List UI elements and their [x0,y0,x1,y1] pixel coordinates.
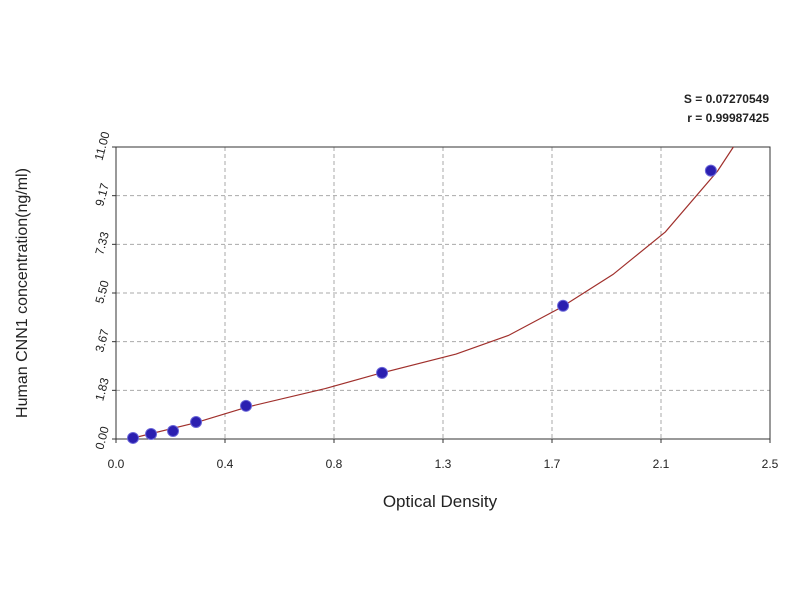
x-axis-label: Optical Density [383,492,498,511]
x-tick-label: 2.5 [762,457,779,471]
data-point [704,164,717,177]
x-tick-label: 2.1 [653,457,670,471]
fit-curve [128,146,734,440]
annotation: S = 0.07270549 [684,92,769,106]
y-tick-label: 1.83 [92,376,112,402]
data-point [557,299,570,312]
data-point [167,425,180,438]
data-point [240,399,253,412]
data-point [127,431,140,444]
plot-frame [115,146,771,440]
y-tick-label: 0.00 [92,425,112,451]
data-point [190,416,203,429]
x-tick-label: 0.0 [108,457,125,471]
y-tick-label: 5.50 [92,279,112,305]
y-tick-label: 9.17 [92,181,112,207]
y-tick-label: 3.67 [92,327,112,353]
x-tick-label: 1.3 [435,457,452,471]
x-tick-label: 1.7 [544,457,561,471]
x-tick-label: 0.4 [217,457,234,471]
annotation: r = 0.99987425 [687,111,769,125]
x-tick-label: 0.8 [326,457,343,471]
data-point [376,366,389,379]
y-tick-label: 7.33 [92,230,112,256]
data-point [145,427,158,440]
y-axis-label: Human CNN1 concentration(ng/ml) [14,168,31,418]
